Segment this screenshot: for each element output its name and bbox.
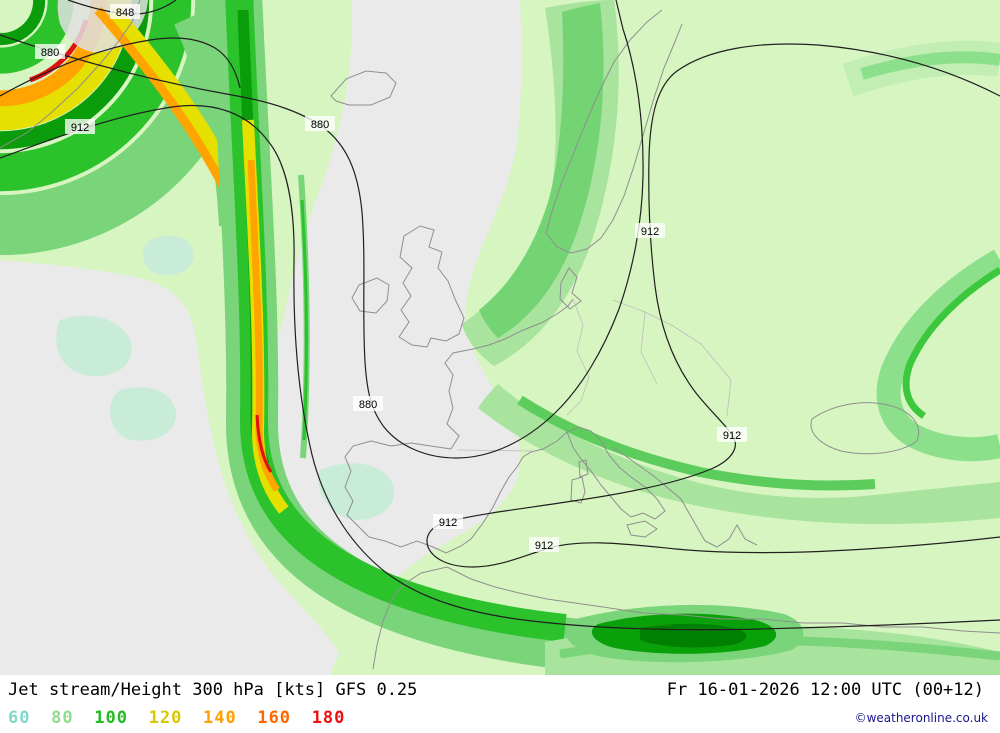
- contour-labels: 848 880 912 880 880 912 912 912 912: [35, 4, 747, 552]
- contour-label: 912: [635, 223, 665, 238]
- map-title: Jet stream/Height 300 hPa [kts] GFS 0.25: [8, 680, 418, 700]
- svg-text:848: 848: [116, 7, 134, 19]
- coast-ireland: [351, 277, 390, 314]
- legend-value-80: 80: [51, 708, 74, 728]
- svg-text:880: 880: [359, 399, 377, 411]
- svg-text:912: 912: [641, 226, 659, 238]
- forecast-map: 848 880 912 880 880 912 912 912 912: [0, 0, 1000, 675]
- legend-value-160: 160: [257, 708, 292, 728]
- legend-value-180: 180: [311, 708, 346, 728]
- coast-black-sea: [810, 402, 919, 455]
- contour-label: 880: [35, 44, 65, 59]
- contour-label: 880: [353, 396, 383, 411]
- jet-shading: [0, 0, 1000, 675]
- contour-label: 912: [717, 427, 747, 442]
- caption-bar: Jet stream/Height 300 hPa [kts] GFS 0.25…: [0, 675, 1000, 733]
- contour-label: 880: [305, 116, 335, 131]
- legend-value-120: 120: [148, 708, 183, 728]
- country-borders: [456, 298, 732, 452]
- contour-label: 912: [433, 514, 463, 529]
- coast-great-britain: [398, 225, 465, 348]
- coast-balkans-greece: [612, 446, 758, 548]
- map-canvas: 848 880 912 880 880 912 912 912 912: [0, 0, 1000, 675]
- legend-value-60: 60: [8, 708, 31, 728]
- svg-text:880: 880: [311, 119, 329, 131]
- coast-north-africa: [372, 566, 1000, 670]
- legend-value-100: 100: [94, 708, 128, 728]
- legend-row: 60 80 100 120 140 160 180 ©weatheronline…: [0, 705, 1000, 731]
- coast-norway: [545, 9, 663, 234]
- map-datetime: Fr 16-01-2026 12:00 UTC (00+12): [666, 680, 984, 700]
- contour-880-corner: [0, 37, 241, 97]
- coast-sweden: [545, 23, 683, 254]
- legend-value-140: 140: [202, 708, 237, 728]
- svg-text:912: 912: [439, 517, 457, 529]
- coast-greenland: [0, 0, 141, 149]
- contour-label: 848: [110, 4, 140, 19]
- copyright-text: ©weatheronline.co.uk: [854, 711, 988, 725]
- coast-iberia: [344, 431, 568, 554]
- svg-text:912: 912: [535, 540, 553, 552]
- coast-corsica: [578, 459, 589, 478]
- coastlines: [0, 0, 1000, 670]
- coast-sicily: [626, 520, 658, 538]
- svg-text:912: 912: [723, 430, 741, 442]
- contour-880-main: [0, 0, 644, 459]
- contour-label: 912: [529, 537, 559, 552]
- contour-label: 912: [65, 119, 95, 134]
- svg-text:880: 880: [41, 47, 59, 59]
- speed-scale-legend: 60 80 100 120 140 160 180: [8, 708, 356, 728]
- coast-denmark: [559, 267, 582, 310]
- caption-row: Jet stream/Height 300 hPa [kts] GFS 0.25…: [0, 675, 1000, 705]
- coast-northsea-channel: [444, 298, 574, 450]
- coast-sardinia: [570, 476, 586, 504]
- coast-iceland: [330, 70, 397, 106]
- contour-912-west: [0, 104, 1000, 631]
- contour-912-east: [426, 43, 1000, 568]
- contour-lines: [0, 0, 1000, 631]
- coast-italy: [566, 426, 666, 520]
- svg-text:912: 912: [71, 122, 89, 134]
